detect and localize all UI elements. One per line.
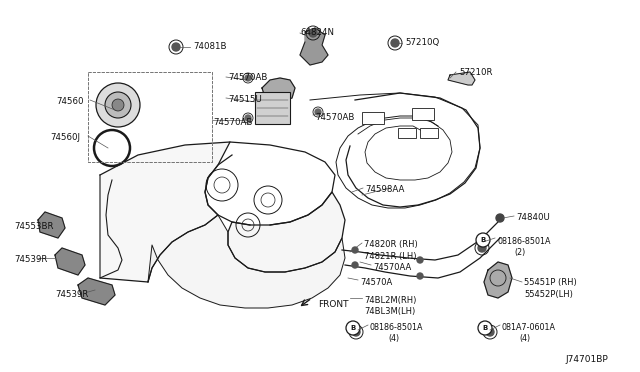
Text: 57210Q: 57210Q [405, 38, 439, 47]
Circle shape [346, 321, 360, 335]
Polygon shape [228, 192, 345, 272]
Circle shape [96, 83, 140, 127]
Polygon shape [78, 278, 115, 305]
Text: 74598AA: 74598AA [365, 185, 404, 194]
Text: J74701BP: J74701BP [565, 355, 608, 364]
Circle shape [417, 273, 423, 279]
Circle shape [315, 109, 321, 115]
Text: 74539R: 74539R [55, 290, 88, 299]
Text: 55451P (RH): 55451P (RH) [524, 278, 577, 287]
Circle shape [352, 262, 358, 268]
Bar [362, 112, 384, 124]
Polygon shape [148, 215, 345, 308]
Text: 74539R: 74539R [14, 255, 47, 264]
Text: B: B [483, 325, 488, 331]
Text: 74BL2M(RH): 74BL2M(RH) [364, 296, 417, 305]
Text: 74570AB: 74570AB [228, 73, 268, 82]
Bar [255, 92, 290, 124]
Text: 57210R: 57210R [459, 68, 493, 77]
Circle shape [391, 39, 399, 47]
Circle shape [352, 328, 360, 336]
Text: 55452P(LH): 55452P(LH) [524, 290, 573, 299]
Text: B: B [350, 325, 356, 331]
Text: 08186-8501A: 08186-8501A [498, 237, 552, 246]
Text: 74560: 74560 [56, 97, 83, 106]
Text: (4): (4) [388, 334, 399, 343]
Text: 74820R (RH): 74820R (RH) [364, 240, 418, 249]
Text: (2): (2) [514, 248, 525, 257]
Circle shape [245, 75, 251, 81]
Text: 74553BR: 74553BR [14, 222, 54, 231]
Text: 74570A: 74570A [360, 278, 392, 287]
Text: 74BL3M(LH): 74BL3M(LH) [364, 307, 415, 316]
Circle shape [112, 99, 124, 111]
Circle shape [486, 328, 494, 336]
Text: 74081B: 74081B [193, 42, 227, 51]
Polygon shape [448, 72, 475, 85]
Text: 081A7-0601A: 081A7-0601A [502, 323, 556, 332]
Text: 74570AA: 74570AA [373, 263, 412, 272]
Circle shape [417, 257, 423, 263]
Polygon shape [300, 28, 328, 65]
Bar [88, 72, 212, 162]
Bar [412, 108, 434, 120]
Polygon shape [262, 78, 295, 102]
Text: 08186-8501A: 08186-8501A [370, 323, 424, 332]
Circle shape [309, 29, 317, 37]
Circle shape [172, 43, 180, 51]
Text: (4): (4) [519, 334, 530, 343]
Circle shape [478, 321, 492, 335]
Bar [398, 128, 416, 138]
Circle shape [478, 244, 486, 252]
Polygon shape [55, 248, 85, 275]
Bar [88, 72, 212, 162]
Circle shape [352, 247, 358, 253]
Text: 74560J: 74560J [50, 133, 80, 142]
Text: 74821R (LH): 74821R (LH) [364, 252, 417, 261]
Bar [420, 128, 438, 138]
Circle shape [496, 214, 504, 222]
Circle shape [105, 92, 131, 118]
Text: 74570AB: 74570AB [315, 113, 355, 122]
Polygon shape [100, 142, 230, 282]
Text: 74570AB: 74570AB [213, 118, 252, 127]
Text: 64824N: 64824N [300, 28, 334, 37]
Polygon shape [484, 262, 512, 298]
Text: 74840U: 74840U [516, 213, 550, 222]
Text: FRONT: FRONT [318, 300, 349, 309]
Text: B: B [481, 237, 486, 243]
Circle shape [245, 115, 251, 121]
Polygon shape [38, 212, 65, 238]
Circle shape [476, 233, 490, 247]
Text: 74515U: 74515U [228, 95, 262, 104]
